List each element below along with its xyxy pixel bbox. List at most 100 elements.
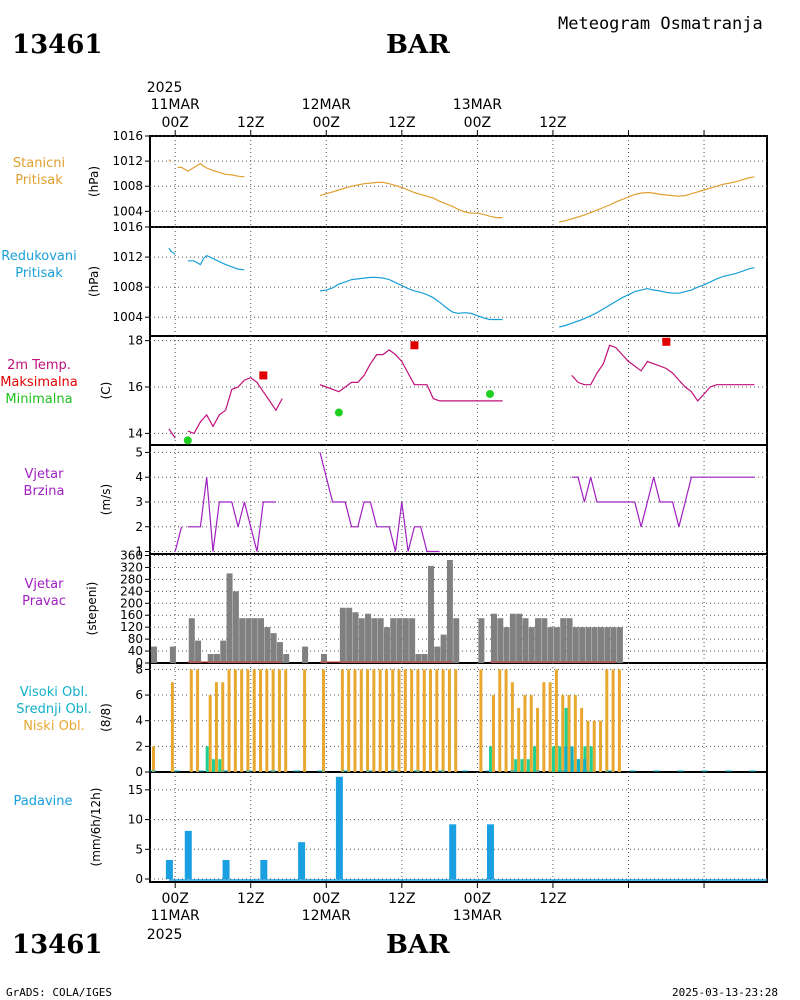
software-credit: GrADS: COLA/IGES [6, 986, 112, 999]
cloud-cover-bar [592, 720, 596, 772]
wind-direction-bar [566, 618, 573, 663]
cloud-cover-bar [551, 746, 555, 772]
y-tick-label: 200 [120, 596, 143, 610]
cloud-cover-bar [529, 695, 533, 772]
station-id-bottom: 13461 [12, 930, 103, 960]
reduced-pressure-line [319, 276, 503, 321]
label-line: Brzina [23, 484, 65, 499]
y-tick-label: 80 [128, 632, 143, 646]
top-date-label: 11MAR [151, 97, 200, 113]
y-tick-label: 280 [120, 572, 143, 586]
cloud-cover-bar [573, 695, 577, 772]
y-tick-label: 120 [120, 620, 143, 634]
cloud-cover-bar [589, 746, 593, 772]
cloud-cover-bar [564, 746, 568, 772]
top-hour-label: 12Z [388, 115, 415, 131]
precipitation-bar [298, 842, 306, 880]
wind-direction-bar [383, 627, 390, 663]
wind-speed-line [319, 452, 440, 553]
cloud-cover-bar [372, 669, 376, 772]
wind-direction-bar [553, 627, 560, 663]
cloud-cover-bar [586, 720, 590, 772]
cloud-cover-bar [429, 669, 433, 772]
bottom-hour-label: 00Z [313, 891, 340, 907]
cloud-cover-bar [520, 759, 524, 772]
wind-direction-bar [541, 618, 548, 663]
cloud-cover-bar [536, 707, 540, 772]
generation-timestamp: 2025-03-13-23:28 [672, 986, 778, 999]
cloud-cover-bar [498, 669, 502, 772]
cloud-cover-bar [583, 759, 587, 772]
precipitation-bar [260, 860, 268, 880]
cloud-cover-bar [378, 669, 382, 772]
cloud-cover-bar [303, 669, 307, 772]
wind-direction-bar [169, 646, 176, 663]
label-line: Pravac [22, 594, 66, 609]
precipitation-bar [449, 824, 457, 880]
wind-direction-bar [245, 618, 252, 663]
wind-direction-bar [207, 654, 214, 663]
top-hour-label: 12Z [539, 115, 566, 131]
y-tick-label: 1012 [112, 250, 143, 264]
label-line: Pritisak [15, 173, 63, 188]
panel-frame [149, 444, 768, 555]
bottom-hour-label: 12Z [539, 891, 566, 907]
label-line: Vjetar [24, 577, 64, 592]
panel-label-clouds: Visoki Obl. Srednji Obl. Niski Obl. [0, 684, 108, 735]
station-pressure-line [177, 162, 245, 178]
y-tick-label: 1004 [112, 204, 143, 218]
cloud-cover-bar [208, 695, 212, 772]
cloud-cover-bar [617, 669, 621, 772]
y-axis-label: (C) [99, 382, 113, 400]
cloud-cover-bar [605, 669, 609, 772]
wind-direction-bar [415, 654, 422, 663]
panel-label-precipitation: Padavine [0, 793, 86, 810]
wind-direction-bar [220, 640, 227, 663]
cloud-cover-bar [416, 669, 420, 772]
station-id-top: 13461 [12, 30, 103, 60]
cloud-cover-bar [580, 707, 584, 772]
panel-label-wind-speed: Vjetar Brzina [0, 466, 88, 500]
top-date-label: 13MAR [453, 97, 502, 113]
wind-direction-bar [195, 640, 202, 663]
tmin-marker [183, 436, 192, 445]
bottom-hour-label: 12Z [388, 891, 415, 907]
cloud-cover-bar [554, 669, 558, 772]
cloud-cover-bar [227, 669, 231, 772]
y-axis-label: (mm/6h/12h) [89, 788, 103, 867]
temperature-line [571, 344, 755, 402]
panel-label-wind-direction: Vjetar Pravac [0, 576, 88, 610]
cloud-cover-bar [170, 682, 174, 772]
wind-direction-bar [320, 654, 327, 663]
wind-direction-bar [251, 618, 258, 663]
wind-direction-bar [616, 627, 623, 663]
cloud-cover-bar [397, 669, 401, 772]
top-hour-label: 12Z [237, 115, 264, 131]
y-tick-label: 40 [128, 644, 143, 658]
y-tick-label: 2 [135, 520, 143, 534]
wind-direction-bar [409, 618, 416, 663]
cloud-cover-bar [533, 746, 537, 772]
wind-direction-bar [276, 642, 283, 663]
cloud-cover-bar [561, 695, 565, 772]
cloud-cover-bar [504, 669, 508, 772]
temperature-line [319, 349, 503, 402]
station-pressure-line [168, 159, 172, 162]
label-line: Redukovani [1, 249, 77, 264]
wind-direction-bar [428, 565, 435, 663]
cloud-cover-bar [265, 669, 269, 772]
cloud-cover-bar [384, 669, 388, 772]
cloud-cover-bar [366, 669, 370, 772]
tmin-marker [485, 389, 494, 398]
cloud-cover-bar [526, 759, 530, 772]
y-tick-label: 4 [135, 470, 143, 484]
cloud-cover-bar [410, 669, 414, 772]
wind-direction-bar [610, 627, 617, 663]
cloud-cover-bar [205, 746, 209, 772]
cloud-cover-bar [321, 669, 325, 772]
wind-direction-bar [591, 627, 598, 663]
y-tick-label: 1004 [112, 310, 143, 324]
reduced-pressure-line [168, 247, 176, 255]
cloud-cover-bar [435, 669, 439, 772]
wind-direction-bar [604, 627, 611, 663]
